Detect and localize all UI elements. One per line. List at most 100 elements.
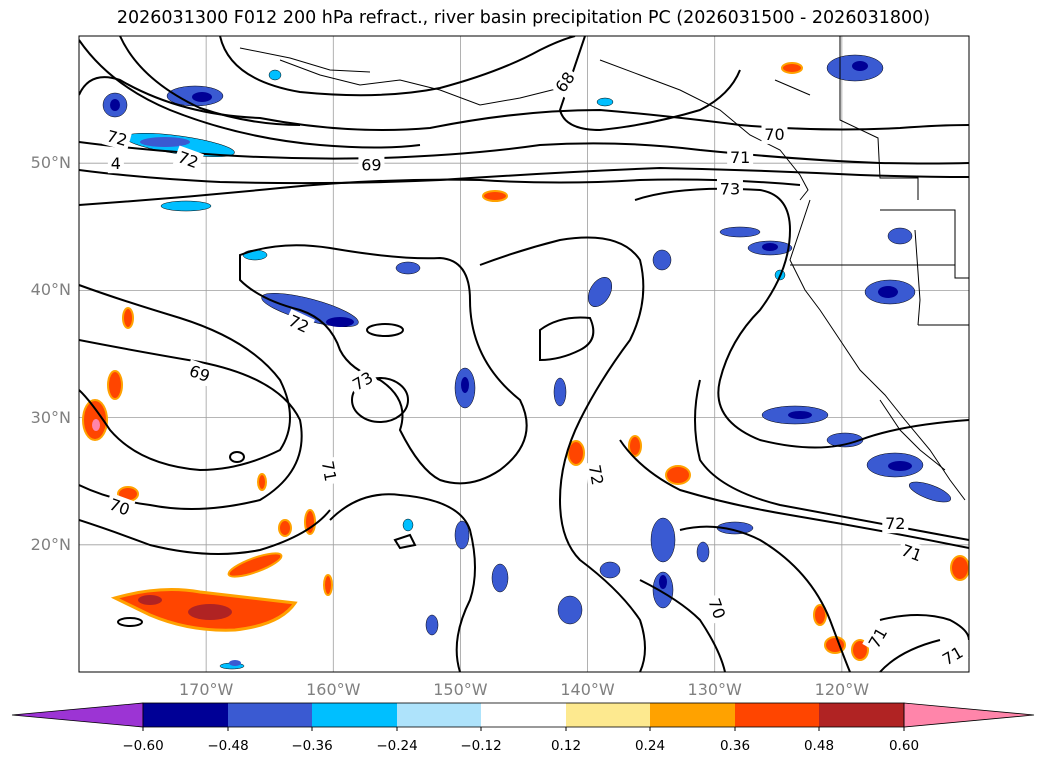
colorbar — [11, 702, 1035, 731]
precip-cell — [326, 317, 354, 327]
contour-label-background — [727, 146, 754, 167]
precip-cell — [652, 571, 674, 609]
precip-cell — [395, 261, 421, 275]
longitude-tick-label: 130°W — [687, 680, 742, 699]
colorbar-min-extend — [11, 702, 144, 728]
precip-cell — [852, 61, 868, 71]
contour-label-background — [584, 460, 609, 490]
precip-cell — [160, 200, 212, 212]
precip-cell — [659, 575, 667, 589]
precip-cell — [229, 660, 241, 666]
precip-cell — [908, 481, 952, 503]
contour-label-text: 73 — [720, 180, 740, 199]
coastlines — [239, 36, 969, 501]
contour-label: 71 — [317, 456, 342, 486]
precip-cell — [454, 520, 470, 550]
longitude-tick-label: 150°W — [433, 680, 488, 699]
precip-cell — [696, 541, 710, 563]
contour-label-background — [862, 621, 893, 654]
precip-cell — [323, 574, 333, 596]
contour-label-text: 72 — [885, 514, 905, 533]
latitude-tick-label: 40°N — [30, 280, 71, 300]
precip-cell — [278, 519, 292, 537]
precip-cell — [878, 286, 898, 298]
precip-cell — [138, 595, 162, 605]
contour-label: 70 — [761, 123, 788, 144]
colorbar-segment — [481, 703, 566, 727]
longitude-tick-label: 120°W — [814, 680, 870, 699]
contour-label-background — [101, 124, 133, 151]
contour-label-background — [936, 640, 969, 671]
colorbar-tick-label: −0.12 — [460, 738, 502, 754]
colorbar-tick-label: −0.36 — [291, 738, 333, 754]
colorbar-segment — [566, 703, 650, 727]
longitude-tick-label: 160°W — [306, 680, 361, 699]
contour-label: 72 — [882, 513, 909, 534]
contour-label: 70 — [703, 592, 732, 625]
colorbar-tick-label: 0.60 — [888, 738, 920, 754]
precip-cell — [227, 552, 283, 578]
precip-cell — [140, 137, 190, 147]
contour-label-text: 72 — [105, 126, 130, 150]
colorbar-tick-label: 0.12 — [550, 738, 582, 754]
contour-label-background — [282, 308, 315, 339]
precip-cell — [888, 461, 912, 471]
precip-cell — [461, 377, 469, 393]
precip-cell — [304, 509, 316, 535]
precip-cell — [257, 473, 267, 491]
contour-label: 72 — [584, 460, 609, 490]
colorbar-segment — [397, 703, 481, 727]
precip-cell — [719, 226, 761, 238]
contour-label-background — [703, 592, 732, 625]
contour-label-text: 71 — [730, 148, 750, 167]
colorbar-segment — [819, 703, 904, 727]
precip-cell — [482, 190, 508, 202]
contour-label-background — [346, 365, 379, 396]
precip-cell — [781, 62, 803, 74]
contour-label-background — [761, 123, 788, 144]
colorbar-tick-label: 0.24 — [634, 738, 666, 754]
precip-cell — [665, 465, 691, 485]
longitude-tick-label: 170°W — [178, 680, 234, 699]
precip-cell — [826, 432, 864, 448]
precip-cell — [599, 561, 621, 579]
contour-label-background — [107, 153, 124, 174]
colorbar-tick-label: 0.36 — [719, 738, 751, 754]
precip-cell — [268, 69, 282, 81]
precip-cell — [628, 435, 642, 457]
precip-cell — [242, 249, 268, 261]
contour-label-text: 69 — [361, 155, 381, 174]
precip-cell — [762, 243, 778, 251]
contour-label: 4 — [107, 153, 124, 174]
colorbar-tick-label: −0.48 — [207, 738, 249, 754]
precip-cell — [587, 277, 613, 307]
contour-label-text: 70 — [764, 125, 784, 144]
colorbar-tick-label: −0.24 — [376, 738, 418, 754]
colorbar-tick-label: −0.60 — [122, 738, 164, 754]
refractivity-contours — [79, 36, 969, 672]
precip-cell — [107, 370, 123, 400]
precip-cell — [192, 92, 212, 102]
precip-cell — [851, 639, 869, 661]
contour-label-background — [317, 456, 342, 486]
contour-label-text: 72 — [585, 463, 607, 486]
colorbar-tick-label: 0.48 — [803, 738, 835, 754]
latitude-tick-label: 50°N — [30, 153, 71, 173]
map-title: 2026031300 F012 200 hPa refract., river … — [116, 8, 931, 28]
contour-label-background — [896, 538, 928, 567]
positive-precip-areas — [82, 62, 969, 661]
latitude-tick-label: 30°N — [30, 407, 71, 427]
precip-cell — [188, 604, 232, 620]
precip-cell — [425, 614, 439, 636]
contour-label-background — [184, 359, 216, 387]
precip-cell — [650, 517, 676, 563]
negative-precip-areas — [102, 54, 952, 670]
colorbar-segment — [228, 703, 312, 727]
contour-label: 72 — [101, 124, 133, 151]
precip-cell — [491, 563, 509, 593]
precip-cell — [567, 440, 585, 466]
precip-cell — [596, 97, 614, 107]
contour-label-background — [882, 513, 909, 534]
colorbar-segment — [143, 703, 228, 727]
